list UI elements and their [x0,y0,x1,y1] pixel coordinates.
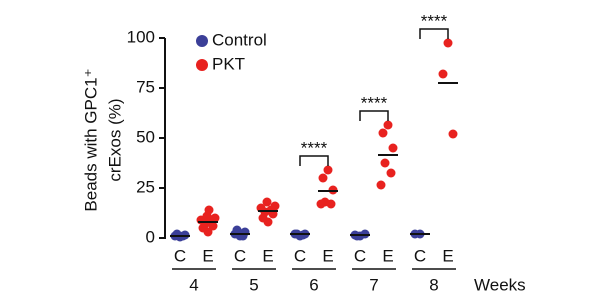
data-point [443,38,453,48]
x-tick-label: C [354,246,366,265]
significance-label: **** [301,138,328,157]
data-point [323,165,333,175]
group-label: 4 [189,275,198,294]
x-tick-label: E [382,246,393,265]
significance-label: **** [421,11,448,30]
data-point [438,69,448,79]
group-label: 6 [309,275,318,294]
legend-label: Control [212,30,267,49]
data-point [326,199,336,209]
y-tick-label: 0 [146,227,155,246]
y-axis-label: Beads with GPC1⁺ [81,68,100,211]
data-point [378,128,388,138]
data-point [262,197,272,207]
data-point [232,225,242,235]
x-tick-label: E [202,246,213,265]
data-point [238,231,248,241]
y-tick-label: 50 [136,127,155,146]
data-point [386,168,396,178]
y-tick-label: 100 [127,27,155,46]
data-point [210,213,220,223]
significance-bracket [299,155,329,166]
data-point [388,143,398,153]
significance-label: **** [361,93,388,112]
x-tick-label: E [262,246,273,265]
x-tick-label: E [322,246,333,265]
data-point [270,201,280,211]
x-tick-label: E [442,246,453,265]
data-point [448,129,458,139]
group-label: 8 [429,275,438,294]
data-point [318,173,328,183]
y-axis-label: crExos (%) [105,98,124,181]
data-point [316,199,326,209]
x-tick-label: C [234,246,246,265]
legend-label: PKT [212,54,245,73]
significance-bracket [419,28,449,39]
data-point [380,158,390,168]
data-point [376,180,386,190]
legend-marker [196,59,208,71]
legend-marker [196,35,208,47]
significance-bracket [359,110,389,121]
y-tick-label: 75 [136,77,155,96]
x-axis-label: Weeks [474,275,526,294]
group-label: 5 [249,275,258,294]
x-tick-label: C [294,246,306,265]
x-tick-label: C [414,246,426,265]
group-label: 7 [369,275,378,294]
data-point [383,120,393,130]
y-tick-label: 25 [136,177,155,196]
x-tick-label: C [174,246,186,265]
data-point [204,205,214,215]
